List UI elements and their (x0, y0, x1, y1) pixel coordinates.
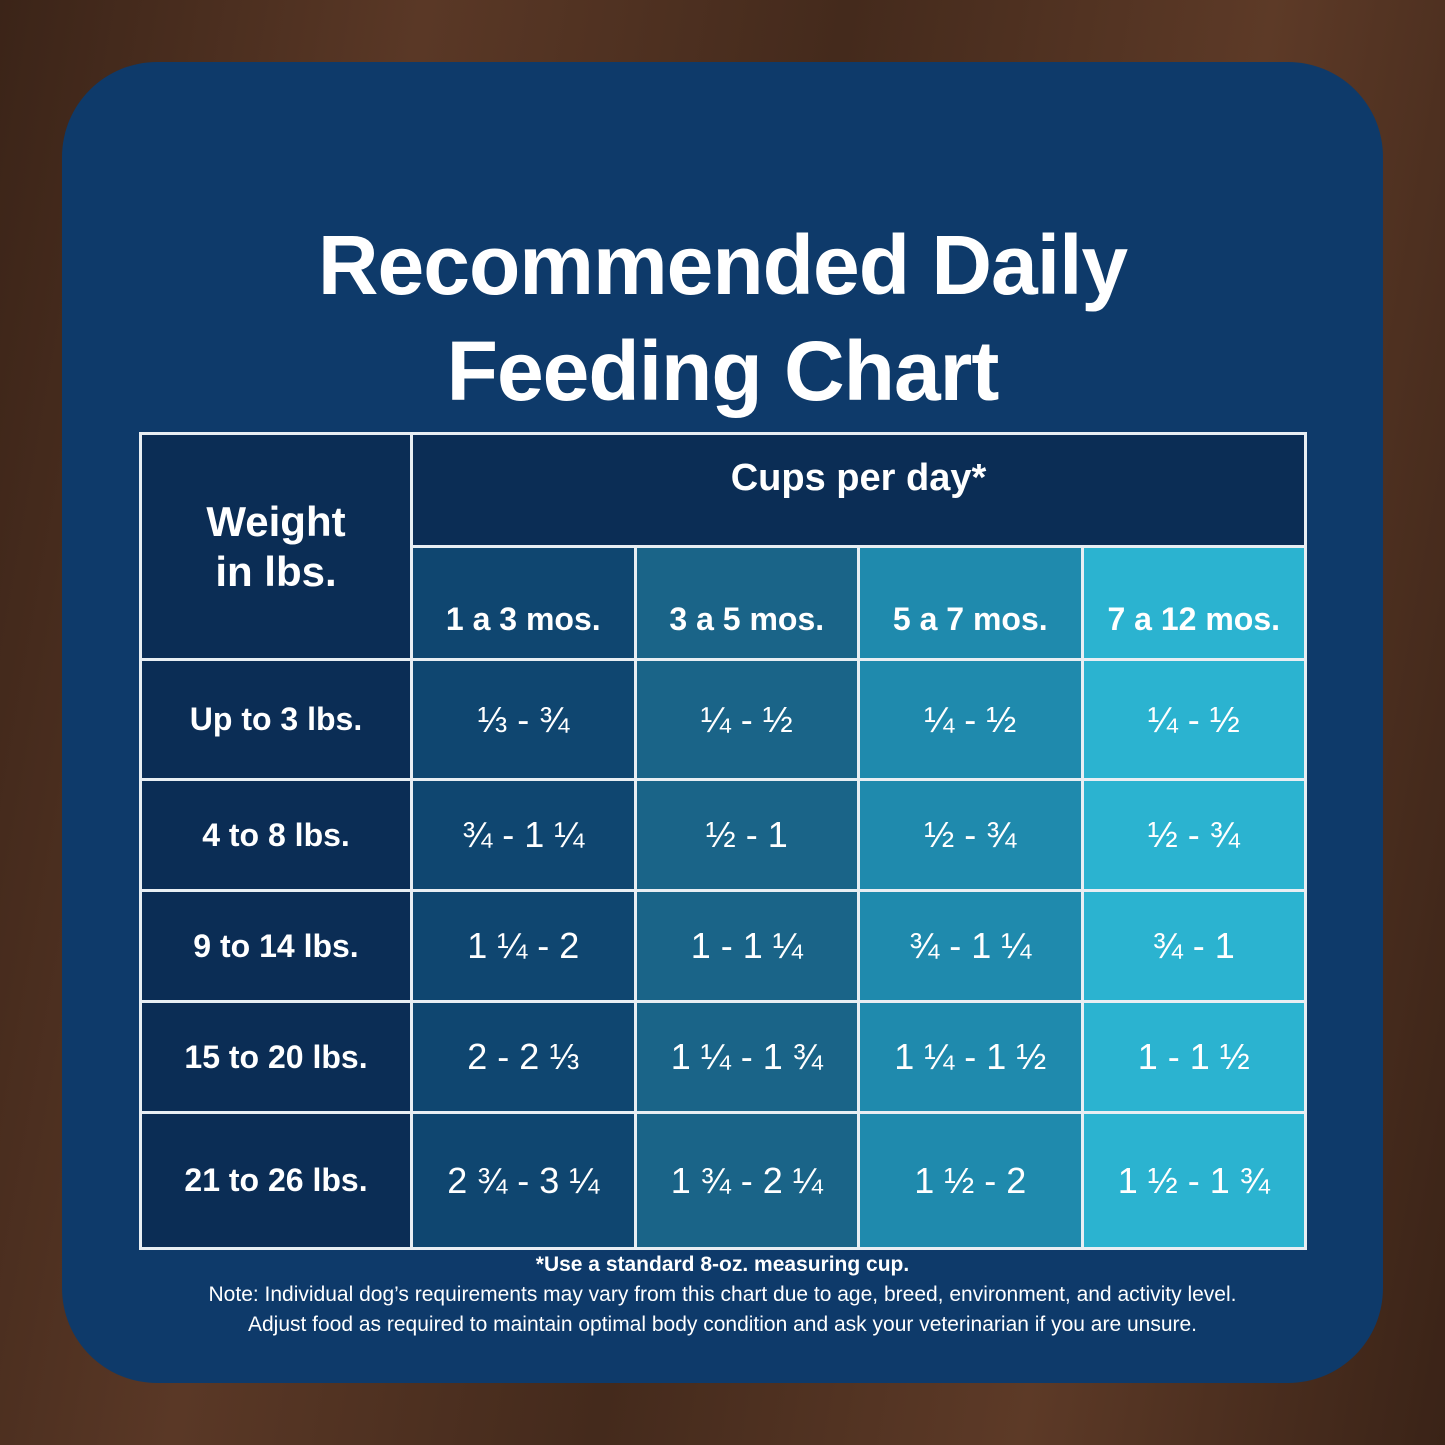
weight-header-label: Weight in lbs. (206, 497, 346, 595)
note-line-2: Adjust food as required to maintain opti… (247, 1313, 1198, 1336)
weight-header: Weight in lbs. (139, 432, 413, 661)
weight-cell: Up to 3 lbs. (139, 658, 413, 781)
weight-cell: 9 to 14 lbs. (139, 889, 413, 1003)
cups-cell: 1 - 1 ¼ (633, 889, 860, 1003)
cups-cell: 2 - 2 ⅓ (410, 1000, 637, 1114)
cups-cell: ¾ - 1 (1080, 889, 1307, 1003)
cups-cell: ¾ - 1 ¼ (410, 778, 637, 892)
cups-cell: 2 ¾ - 3 ¼ (410, 1111, 637, 1250)
cups-cell: ¼ - ½ (857, 658, 1084, 781)
cups-cell: 1 ¼ - 1 ¾ (633, 1000, 860, 1114)
cups-cell: ½ - 1 (633, 778, 860, 892)
cups-cell: 1 ¼ - 2 (410, 889, 637, 1003)
cups-cell: ¼ - ½ (633, 658, 860, 781)
cups-cell: ½ - ¾ (857, 778, 1084, 892)
column-header: 3 a 5 mos. (633, 545, 860, 661)
footnote: *Use a standard 8-oz. measuring cup. (535, 1253, 910, 1276)
weight-cell: 21 to 26 lbs. (139, 1111, 413, 1250)
note-line-1: Note: Individual dog’s requirements may … (208, 1283, 1237, 1306)
cups-cell: 1 ¼ - 1 ½ (857, 1000, 1084, 1114)
notes: *Use a standard 8-oz. measuring cup. Not… (0, 1250, 1445, 1340)
feeding-table: Weight in lbs. Cups per day* 1 a 3 mos. … (139, 432, 1307, 1250)
title-line-2: Feeding Chart (446, 324, 1000, 418)
column-header: 1 a 3 mos. (410, 545, 637, 661)
cups-cell: ½ - ¾ (1080, 778, 1307, 892)
cups-per-day-header: Cups per day* (410, 432, 1307, 548)
cups-cell: ¾ - 1 ¼ (857, 889, 1084, 1003)
column-header: 5 a 7 mos. (857, 545, 1084, 661)
weight-cell: 4 to 8 lbs. (139, 778, 413, 892)
cups-cell: 1 ½ - 2 (857, 1111, 1084, 1250)
weight-cell: 15 to 20 lbs. (139, 1000, 413, 1114)
page-title: Recommended Daily Feeding Chart (62, 212, 1383, 424)
cups-cell: 1 ½ - 1 ¾ (1080, 1111, 1307, 1250)
cups-cell: 1 - 1 ½ (1080, 1000, 1307, 1114)
title-line-1: Recommended Daily (317, 218, 1128, 312)
cups-cell: 1 ¾ - 2 ¼ (633, 1111, 860, 1250)
cups-cell: ⅓ - ¾ (410, 658, 637, 781)
column-header: 7 a 12 mos. (1080, 545, 1307, 661)
cups-cell: ¼ - ½ (1080, 658, 1307, 781)
